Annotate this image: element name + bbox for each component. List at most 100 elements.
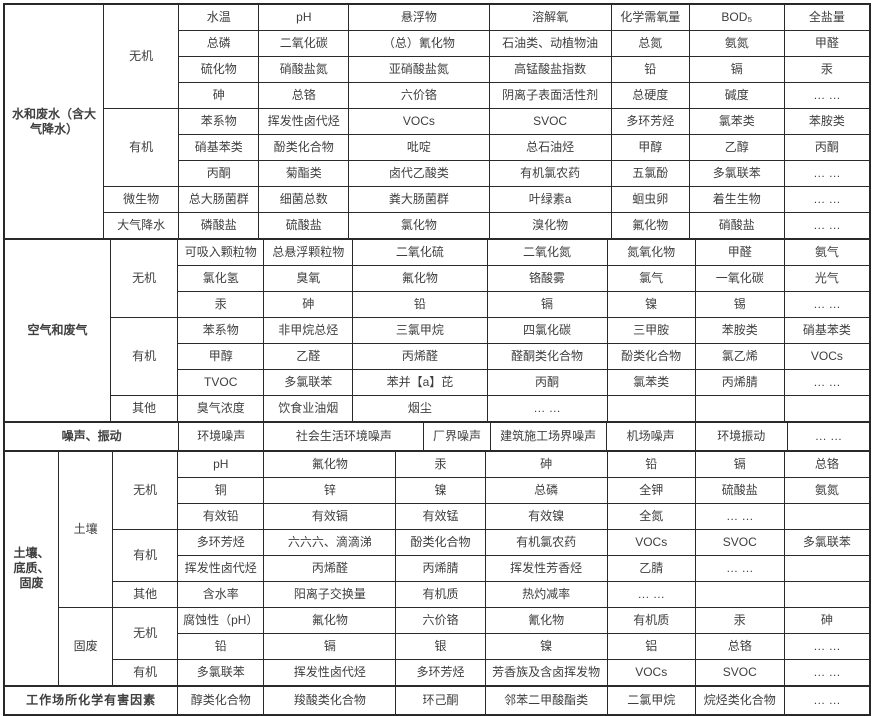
parameter-cell: 总铬 <box>694 633 785 660</box>
parameter-cell: 氨气 <box>783 239 871 266</box>
parameter-cell: 总氮 <box>610 30 690 57</box>
parameter-cell: 含水率 <box>177 581 265 608</box>
parameter-cell: 有机质 <box>606 607 696 634</box>
parameter-cell: 羧酸类化合物 <box>263 686 397 715</box>
parameter-cell: … … <box>606 581 696 608</box>
parameter-cell: 蛔虫卵 <box>610 186 690 213</box>
parameter-cell: 砷 <box>484 451 608 478</box>
parameter-cell: 铬酸雾 <box>486 265 608 292</box>
parameter-cell: 有效铅 <box>177 503 265 530</box>
parameter-cell: VOCs <box>606 659 696 686</box>
parameter-cell <box>783 395 871 422</box>
parameter-cell <box>694 395 785 422</box>
parameter-cell: 酚类化合物 <box>606 343 696 370</box>
parameter-cell: 六价铬 <box>348 82 490 109</box>
parameter-cell: （总）氰化物 <box>348 30 490 57</box>
parameter-cell: 细菌总数 <box>258 186 350 213</box>
parameter-cell: 社会生活环境噪声 <box>263 422 425 451</box>
parameter-cell: 邻苯二甲酸酯类 <box>484 686 608 715</box>
parameter-cell: 酚类化合物 <box>395 529 486 556</box>
section-soil-sediment-solidwaste: 土壤、 底质、 固废 土壤 无机 pH 氟化物汞砷铅镉总铬铜锌镍总磷 全钾 硫酸盐 氨氮 有效铅… <box>3 451 871 686</box>
category-label: 无机 <box>103 4 180 109</box>
parameter-cell: 砷 <box>178 82 260 109</box>
parameter-cell: … … <box>783 160 871 187</box>
parameter-cell: 饮食业油烟 <box>263 395 354 422</box>
parameter-cell: 总硬度 <box>610 82 690 109</box>
parameter-cell: … … <box>783 186 871 213</box>
parameter-cell: 丙烯腈 <box>694 369 785 396</box>
parameter-cell: 硫化物 <box>178 56 260 83</box>
parameter-cell: 总磷 <box>178 30 260 57</box>
parameter-cell: … … <box>783 686 871 715</box>
parameter-cell: 机场噪声 <box>605 422 696 451</box>
parameter-cell: 吡啶 <box>348 134 490 161</box>
parameter-cell: 镍 <box>484 633 608 660</box>
parameter-cell: 六六六、滴滴涕 <box>263 529 397 556</box>
parameter-cell: 镍 <box>395 477 486 504</box>
parameter-cell: … … <box>783 212 871 239</box>
parameter-cell: TVOC <box>177 369 265 396</box>
section-label-noise: 噪声、振动 <box>3 422 180 451</box>
parameter-cell: 酚类化合物 <box>258 134 350 161</box>
section-noise-vibration: 噪声、振动 环境噪声 社会生活环境噪声 厂界噪声 建筑施工场界噪声 机场噪声 环境振动… … <box>3 422 871 451</box>
parameter-cell: 砷 <box>783 607 871 634</box>
parameter-cell: 挥发性卤代烃 <box>263 659 397 686</box>
parameter-cell: … … <box>783 633 871 660</box>
parameter-cell: 化学需氧量 <box>610 4 690 31</box>
category-label: 无机 <box>112 451 179 530</box>
parameter-cell: 铅 <box>606 451 696 478</box>
parameter-cell: 悬浮物 <box>348 4 490 31</box>
parameter-cell: 全钾 <box>606 477 696 504</box>
parameter-cell: 高锰酸盐指数 <box>488 56 612 83</box>
category-label: 无机 <box>112 607 179 660</box>
parameter-cell: 丙酮 <box>178 160 260 187</box>
parameter-cell: 三氯甲烷 <box>352 317 488 344</box>
parameter-cell: 非甲烷总烃 <box>263 317 354 344</box>
parameter-cell <box>694 581 785 608</box>
parameter-cell: 溴化物 <box>488 212 612 239</box>
subsection-label: 土壤 <box>58 451 114 608</box>
parameter-cell: 苯系物 <box>177 317 265 344</box>
parameter-cell: 硝酸盐氮 <box>258 56 350 83</box>
parameter-cell: 多氯联苯 <box>783 529 871 556</box>
environmental-parameters-table: 水和废水（含大 气降水） 无机 水温 pH 悬浮物 溶解氧 化学需氧量 BOD₅ 全盐量 总磷 二氧… <box>3 3 871 716</box>
parameter-cell: 总石油烃 <box>488 134 612 161</box>
category-label: 无机 <box>110 239 179 318</box>
parameter-cell: 碱度 <box>688 82 785 109</box>
parameter-cell: 甲醇 <box>177 343 265 370</box>
category-label: 有机 <box>103 108 180 187</box>
parameter-cell: 丙烯醛 <box>263 555 397 582</box>
parameter-cell: 有机氯农药 <box>488 160 612 187</box>
section-air-wastegas: 空气和废气 无机 可吸入颗粒物 总悬浮颗粒物 二氧化硫 二氧化氮 氮氧化物 甲醛 氨气 氯化氢 臭氧… <box>3 239 871 422</box>
parameter-cell: 热灼减率 <box>484 581 608 608</box>
parameter-cell: 氮氧化物 <box>606 239 696 266</box>
parameter-cell: 氰化物 <box>484 607 608 634</box>
parameter-cell: 汞 <box>177 291 265 318</box>
parameter-cell: 芳香族及含卤挥发物 <box>484 659 608 686</box>
parameter-cell <box>783 503 871 530</box>
parameter-cell: 乙腈 <box>606 555 696 582</box>
parameter-cell: 氟化物 <box>263 607 397 634</box>
parameter-cell: 挥发性卤代烃 <box>177 555 265 582</box>
parameter-cell: 全盐量 <box>783 4 871 31</box>
section-workplace-chemical-hazards: 工作场所化学有害因素 醇类化合物 羧酸类化合物 环己酮 邻苯二甲酸酯类 二氯甲烷 烷烃类化合… <box>3 686 871 715</box>
parameter-cell: 醛酮类化合物 <box>486 343 608 370</box>
parameter-cell: 汞 <box>694 607 785 634</box>
parameter-cell <box>606 395 696 422</box>
parameter-cell: 二氧化氮 <box>486 239 608 266</box>
parameter-cell: 阳离子交换量 <box>263 581 397 608</box>
parameter-cell: 醇类化合物 <box>177 686 265 715</box>
parameter-cell: 卤代乙酸类 <box>348 160 490 187</box>
section-water-wastewater: 水和废水（含大 气降水） 无机 水温 pH 悬浮物 溶解氧 化学需氧量 BOD₅ 全盐量 总磷 二氧… <box>3 4 871 239</box>
parameter-cell: 苯并【a】芘 <box>352 369 488 396</box>
parameter-cell: 硫酸盐 <box>694 477 785 504</box>
parameter-cell: 氯化氢 <box>177 265 265 292</box>
parameter-cell: 腐蚀性（pH） <box>177 607 265 634</box>
parameter-cell: 镉 <box>688 56 785 83</box>
parameter-cell: SVOC <box>488 108 612 135</box>
parameter-cell: 多氯联苯 <box>263 369 354 396</box>
parameter-cell: 可吸入颗粒物 <box>177 239 265 266</box>
parameter-cell: 环己酮 <box>395 686 486 715</box>
parameter-cell: 氯化物 <box>348 212 490 239</box>
parameter-cell: VOCs <box>348 108 490 135</box>
